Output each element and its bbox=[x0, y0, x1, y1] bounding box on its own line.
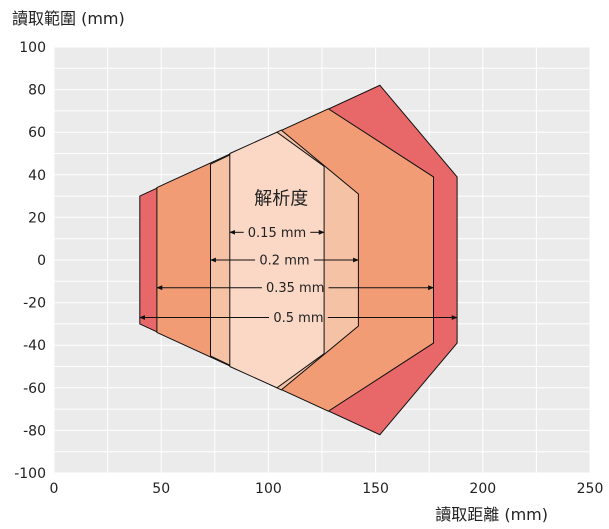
y-axis-title: 讀取範圍 (mm) bbox=[12, 9, 125, 28]
y-tick-label: 20 bbox=[28, 210, 46, 226]
x-tick-label: 0 bbox=[50, 481, 59, 497]
y-tick-label: -80 bbox=[23, 423, 46, 439]
y-tick-label: 0 bbox=[37, 253, 46, 269]
arrow-label: 0.15 mm bbox=[248, 226, 306, 241]
resolution-zones bbox=[139, 84, 458, 436]
y-tick-label: -20 bbox=[23, 296, 46, 312]
y-tick-label: 60 bbox=[28, 125, 46, 141]
resolution-arrows: 0.15 mm 0.2 mm 0.35 mm 0.5 mm bbox=[139, 226, 458, 326]
y-tick-label: 100 bbox=[19, 40, 46, 56]
x-tick-label: 100 bbox=[255, 481, 282, 497]
arrow-label: 0.35 mm bbox=[266, 281, 324, 296]
y-tick-label: -40 bbox=[23, 338, 46, 354]
y-tick-label: 80 bbox=[28, 83, 46, 99]
y-tick-label: 40 bbox=[28, 168, 46, 184]
arrow-label: 0.2 mm bbox=[259, 254, 309, 269]
arrow-0-15-mm: 0.15 mm bbox=[229, 226, 325, 241]
x-tick-label: 250 bbox=[577, 481, 604, 497]
y-tick-label: -100 bbox=[14, 466, 46, 482]
arrow-0-2-mm: 0.2 mm bbox=[209, 254, 360, 269]
arrow-label: 0.5 mm bbox=[273, 311, 323, 326]
x-tick-label: 150 bbox=[362, 481, 389, 497]
y-tick-label: -60 bbox=[23, 381, 46, 397]
arrow-0-5-mm: 0.5 mm bbox=[139, 311, 458, 326]
zone-0-15-mm bbox=[229, 131, 325, 389]
x-axis-title: 讀取距離 (mm) bbox=[435, 505, 548, 524]
resolution-annotation: 解析度 bbox=[254, 189, 308, 210]
x-tick-label: 200 bbox=[469, 481, 496, 497]
axis-ticks: 0 50 100 150 200 250100806040200-20-40-60-80-… bbox=[14, 40, 603, 497]
arrow-0-35-mm: 0.35 mm bbox=[156, 281, 435, 296]
x-tick-label: 50 bbox=[152, 481, 170, 497]
